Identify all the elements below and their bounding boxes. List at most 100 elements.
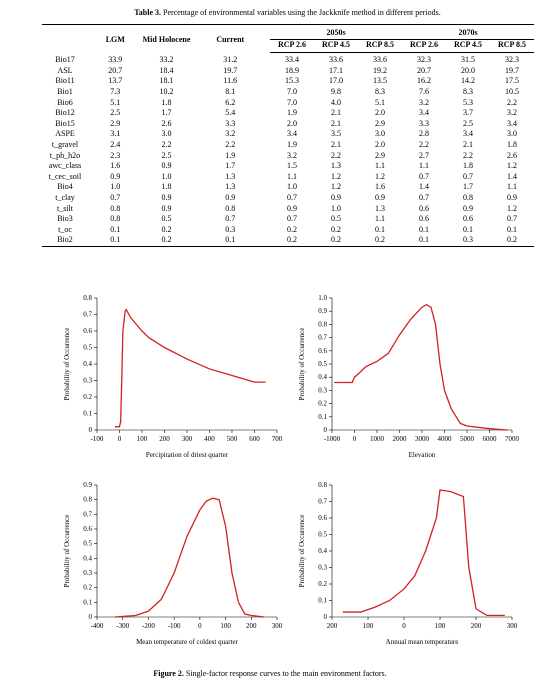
cell: 1.2 <box>375 171 385 181</box>
y-tick-label: 0.3 <box>83 569 92 577</box>
table-row: ASL 20.7 18.4 19.7 18.9 17.1 19.2 20.7 20.0 19.7 <box>42 66 534 77</box>
cell: 0.2 <box>314 235 358 247</box>
cell: 0.9 <box>161 161 172 171</box>
y-tick-label: 0 <box>324 426 328 434</box>
cell: 0.7 <box>287 214 297 224</box>
cell: 0.7 <box>419 171 429 181</box>
cell: 1.9 <box>287 139 297 149</box>
cell: 3.5 <box>331 129 341 139</box>
cell: 1.8 <box>507 139 517 149</box>
x-tick-label: 200 <box>246 622 257 630</box>
y-tick-label: 0.2 <box>83 584 92 592</box>
cell: 2.0 <box>375 108 385 118</box>
cell: 2.2 <box>225 139 236 149</box>
chart: 00.10.20.30.40.50.60.70.80.91.0-1000 0 100… <box>298 294 520 459</box>
cell: 0.7 <box>110 192 121 202</box>
y-tick-label: 0.5 <box>318 531 327 539</box>
cell: 33.9 <box>108 54 123 64</box>
cell: 3.0 <box>161 129 172 139</box>
cell: 2.4 <box>110 139 121 149</box>
cell: 0.9 <box>507 192 517 202</box>
cell: 1.8 <box>463 161 473 171</box>
x-tick-label: 6000 <box>483 435 498 443</box>
cell: 0.8 <box>110 203 121 213</box>
y-axis-label: Probability of Occurrence <box>63 515 71 588</box>
y-tick-label: 0.4 <box>83 554 92 562</box>
cell: 2.9 <box>110 118 121 128</box>
cell: 1.8 <box>161 182 172 192</box>
curve <box>114 497 265 618</box>
curve <box>342 489 505 616</box>
caption-label: Table 3. <box>134 8 162 17</box>
cell: 0.7 <box>463 171 473 181</box>
cell: 1.5 <box>287 161 297 171</box>
cell: 20.7 <box>417 65 431 75</box>
row-label: t_clay <box>55 192 75 202</box>
y-tick-label: 0.3 <box>83 377 92 385</box>
x-tick-label: 200 <box>159 435 170 443</box>
x-tick-label: 2000 <box>393 435 408 443</box>
cell: 17.5 <box>505 76 519 86</box>
x-axis-label: Percipitation of driest quarter <box>146 451 229 459</box>
table-row: t_silt 0.8 0.9 0.8 0.9 1.0 1.3 0.6 0.9 1.2 <box>42 204 534 215</box>
y-tick-label: 0.2 <box>83 393 92 401</box>
y-tick-label: 0.1 <box>83 598 92 606</box>
cell: 1.2 <box>331 171 341 181</box>
x-tick-label: 300 <box>182 435 193 443</box>
cell: 0.1 <box>190 235 270 247</box>
cell: 15.3 <box>285 76 299 86</box>
cell: 0.9 <box>225 192 236 202</box>
y-tick-label: 0.4 <box>318 547 327 555</box>
cell: 3.1 <box>110 129 121 139</box>
y-tick-label: 0.7 <box>318 334 327 342</box>
cell: 0.9 <box>161 203 172 213</box>
cell: 2.9 <box>375 118 385 128</box>
cell: 1.1 <box>419 161 429 171</box>
cell: 2.2 <box>161 139 172 149</box>
y-axis-label: Probability of Occurrence <box>298 328 306 401</box>
cell: 6.2 <box>225 97 236 107</box>
sub-header: RCP 8.5 <box>490 39 534 54</box>
table-row: t_ph_h2o 2.3 2.5 1.9 3.2 2.2 2.9 2.7 2.2 2.6 <box>42 151 534 162</box>
cell: 2.6 <box>161 118 172 128</box>
figure-caption: Figure 2. Single-factor response curves … <box>0 669 540 678</box>
col-header: LGM <box>88 23 143 53</box>
cell: 3.7 <box>463 108 473 118</box>
y-tick-label: 0 <box>324 613 328 621</box>
y-tick-label: 0.6 <box>318 347 327 355</box>
x-axis-label: Mean temperature of coldest quarter <box>136 638 239 646</box>
row-label: Bio6 <box>57 97 73 107</box>
sub-header-row: RCP 2.6 RCP 4.5 RCP 8.5 RCP 2.6 RCP 4.5 RCP 8… <box>42 39 534 54</box>
row-label: ASPE <box>55 129 75 139</box>
cell: 3.2 <box>419 97 429 107</box>
x-axis-label: Annual mean temperature <box>386 638 459 646</box>
table: LGM Mid Holocene Current 2050s 2070s RCP… <box>42 23 534 247</box>
curve <box>334 303 508 431</box>
y-tick-label: 0 <box>89 613 93 621</box>
x-tick-label: 100 <box>435 622 446 630</box>
cell: 0.7 <box>507 214 517 224</box>
cell: 1.0 <box>331 203 341 213</box>
cell: 3.4 <box>463 129 473 139</box>
cell: 1.0 <box>110 182 121 192</box>
sub-header: RCP 2.6 <box>270 39 314 54</box>
cell: 1.0 <box>161 171 172 181</box>
table-row: Bio15 2.9 2.6 3.3 2.0 2.1 2.9 3.3 2.5 3.4 <box>42 119 534 130</box>
cell: 1.4 <box>507 171 517 181</box>
cell: 2.7 <box>419 150 429 160</box>
x-tick-label: 100 <box>137 435 148 443</box>
cell: 0.7 <box>225 214 236 224</box>
cell: 2.2 <box>463 150 473 160</box>
cell: 14.2 <box>461 76 475 86</box>
cell: 3.3 <box>419 118 429 128</box>
table-row: t_oc 0.1 0.2 0.3 0.2 0.2 0.1 0.1 0.1 0.1 <box>42 225 534 236</box>
cell: 0.1 <box>88 235 143 247</box>
cell: 3.4 <box>419 108 429 118</box>
cell: 1.7 <box>161 108 172 118</box>
cell: 3.0 <box>375 129 385 139</box>
y-tick-label: 0.1 <box>83 410 92 418</box>
cell: 1.9 <box>225 150 236 160</box>
cell: 18.1 <box>159 76 174 86</box>
sub-header: RCP 4.5 <box>314 39 358 54</box>
cell: 2.0 <box>375 139 385 149</box>
